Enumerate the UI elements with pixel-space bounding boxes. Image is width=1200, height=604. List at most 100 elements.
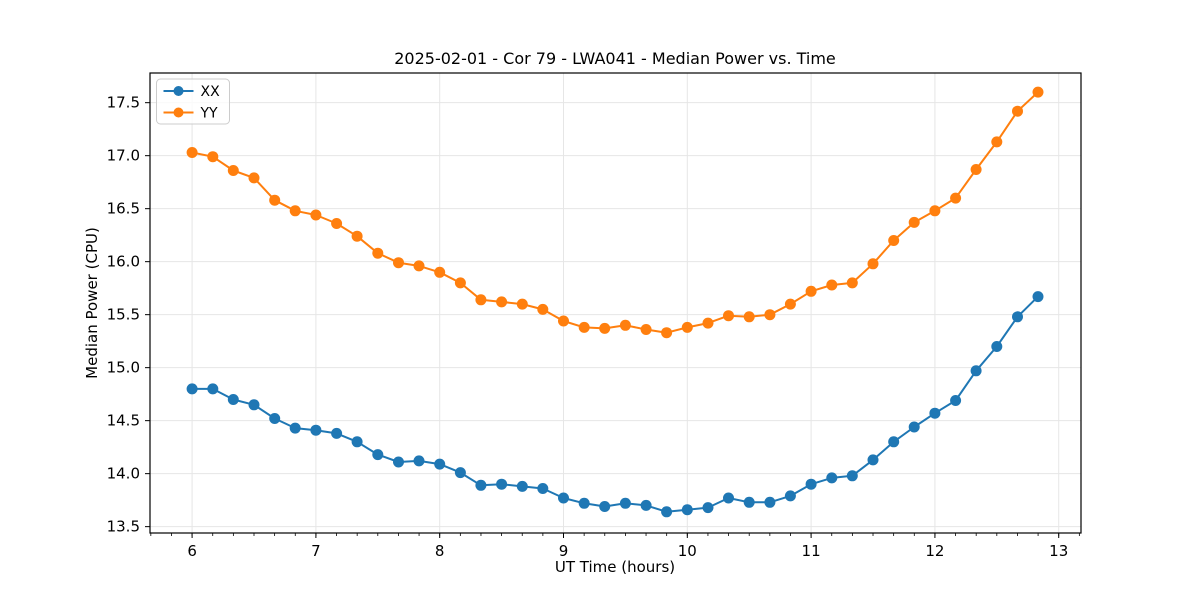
x-tick-label: 10 (678, 542, 697, 560)
series-xx-marker (743, 496, 755, 508)
series-xx-marker (578, 497, 590, 509)
series-yy-marker (475, 294, 487, 306)
series-xx-marker (496, 478, 508, 490)
x-tick-label: 12 (925, 542, 944, 560)
series-xx-marker (289, 422, 301, 434)
series-yy-marker (351, 230, 363, 242)
series-yy-marker (619, 319, 631, 331)
legend-label-xx: XX (201, 84, 221, 100)
series-xx-marker (970, 365, 982, 377)
series-yy-marker (991, 136, 1003, 148)
series-yy-marker (289, 205, 301, 217)
x-axis-label: UT Time (hours) (555, 558, 675, 576)
series-xx-marker (351, 436, 363, 448)
series-xx-marker (558, 492, 569, 504)
series-yy-marker (826, 279, 838, 291)
series-yy-marker (846, 277, 858, 289)
series-yy-marker (908, 216, 920, 228)
series-xx-marker (537, 483, 549, 494)
series-xx-marker (929, 407, 941, 419)
series-xx-marker (227, 394, 239, 405)
series-yy-marker (702, 317, 714, 329)
series-xx-marker (413, 455, 425, 467)
series-xx-marker (186, 383, 198, 395)
series-yy-marker (207, 151, 219, 163)
series-yy-marker (681, 321, 693, 333)
x-tick-label: 13 (1049, 542, 1068, 560)
legend-marker (173, 107, 184, 118)
legend: XX YY (156, 78, 230, 125)
tick-layer (145, 102, 1080, 538)
series-layer (186, 86, 1044, 518)
plot-border (149, 72, 1082, 534)
y-tick-label: 15.0 (107, 359, 140, 377)
series-xx-marker (599, 501, 611, 512)
series-xx-marker (207, 383, 219, 395)
series-yy-marker (888, 235, 900, 246)
series-yy-marker (413, 260, 425, 272)
series-yy-marker (764, 309, 776, 321)
series-yy-marker (227, 165, 239, 176)
x-tick-label: 11 (802, 542, 821, 560)
y-tick-label: 17.0 (107, 147, 140, 165)
series-xx-marker (1032, 291, 1044, 303)
series-yy-marker (496, 296, 508, 308)
series-yy-marker (867, 258, 879, 270)
series-xx-marker (702, 502, 714, 514)
series-yy-marker (929, 205, 941, 217)
series-yy-marker (269, 194, 281, 206)
series-yy-marker (331, 218, 343, 229)
series-xx-marker (269, 413, 281, 424)
series-yy-marker (393, 257, 404, 269)
series-xx-marker (867, 454, 879, 466)
legend-label-yy: YY (200, 106, 219, 122)
y-axis-label: Median Power (CPU) (83, 227, 101, 379)
series-xx-marker (619, 497, 631, 509)
series-yy-marker (805, 285, 817, 297)
series-xx-marker (310, 424, 322, 436)
series-xx-line (192, 295, 1039, 513)
series-xx-marker (784, 490, 796, 502)
series-yy-marker (310, 209, 322, 221)
series-xx-marker (681, 504, 693, 516)
series-xx-marker (888, 436, 900, 448)
series-yy-marker (784, 298, 796, 310)
series-yy-marker (454, 277, 466, 289)
series-xx-marker (991, 341, 1003, 352)
series-xx-marker (393, 456, 404, 468)
x-tick-label: 8 (435, 542, 445, 560)
series-yy-marker (578, 321, 590, 333)
legend-marker (173, 86, 184, 96)
series-yy-marker (640, 324, 652, 335)
series-xx-marker (908, 421, 920, 433)
y-tick-label: 14.0 (107, 465, 140, 483)
series-xx-marker (805, 478, 817, 490)
series-xx-marker (248, 399, 260, 411)
x-tick-label: 7 (311, 542, 321, 560)
series-yy-marker (661, 327, 673, 339)
tick-label-layer: 6 7 8 9 10 11 12 13 13.5 14.0 14.5 15.0 15.5 16.0 16.5… (107, 94, 1069, 560)
series-yy-marker (248, 172, 260, 184)
series-yy-marker (1032, 86, 1044, 98)
series-yy-marker (434, 266, 446, 278)
series-xx-marker (1012, 311, 1023, 323)
series-yy-marker (1012, 105, 1023, 117)
series-yy-marker (970, 164, 982, 175)
series-xx-marker (372, 449, 384, 461)
series-xx-marker (846, 470, 858, 482)
y-tick-label: 15.5 (107, 306, 140, 324)
series-yy-marker (723, 310, 734, 322)
y-tick-label: 17.5 (107, 94, 140, 112)
series-yy-marker (537, 303, 549, 315)
series-xx-marker (475, 479, 487, 491)
series-yy-marker (558, 315, 569, 327)
series-xx-marker (950, 395, 962, 406)
series-xx-marker (764, 496, 776, 508)
series-xx-marker (826, 472, 838, 484)
series-xx-marker (516, 480, 528, 492)
x-tick-label: 9 (559, 542, 569, 560)
y-tick-label: 16.0 (107, 253, 140, 271)
series-yy-marker (516, 298, 528, 310)
